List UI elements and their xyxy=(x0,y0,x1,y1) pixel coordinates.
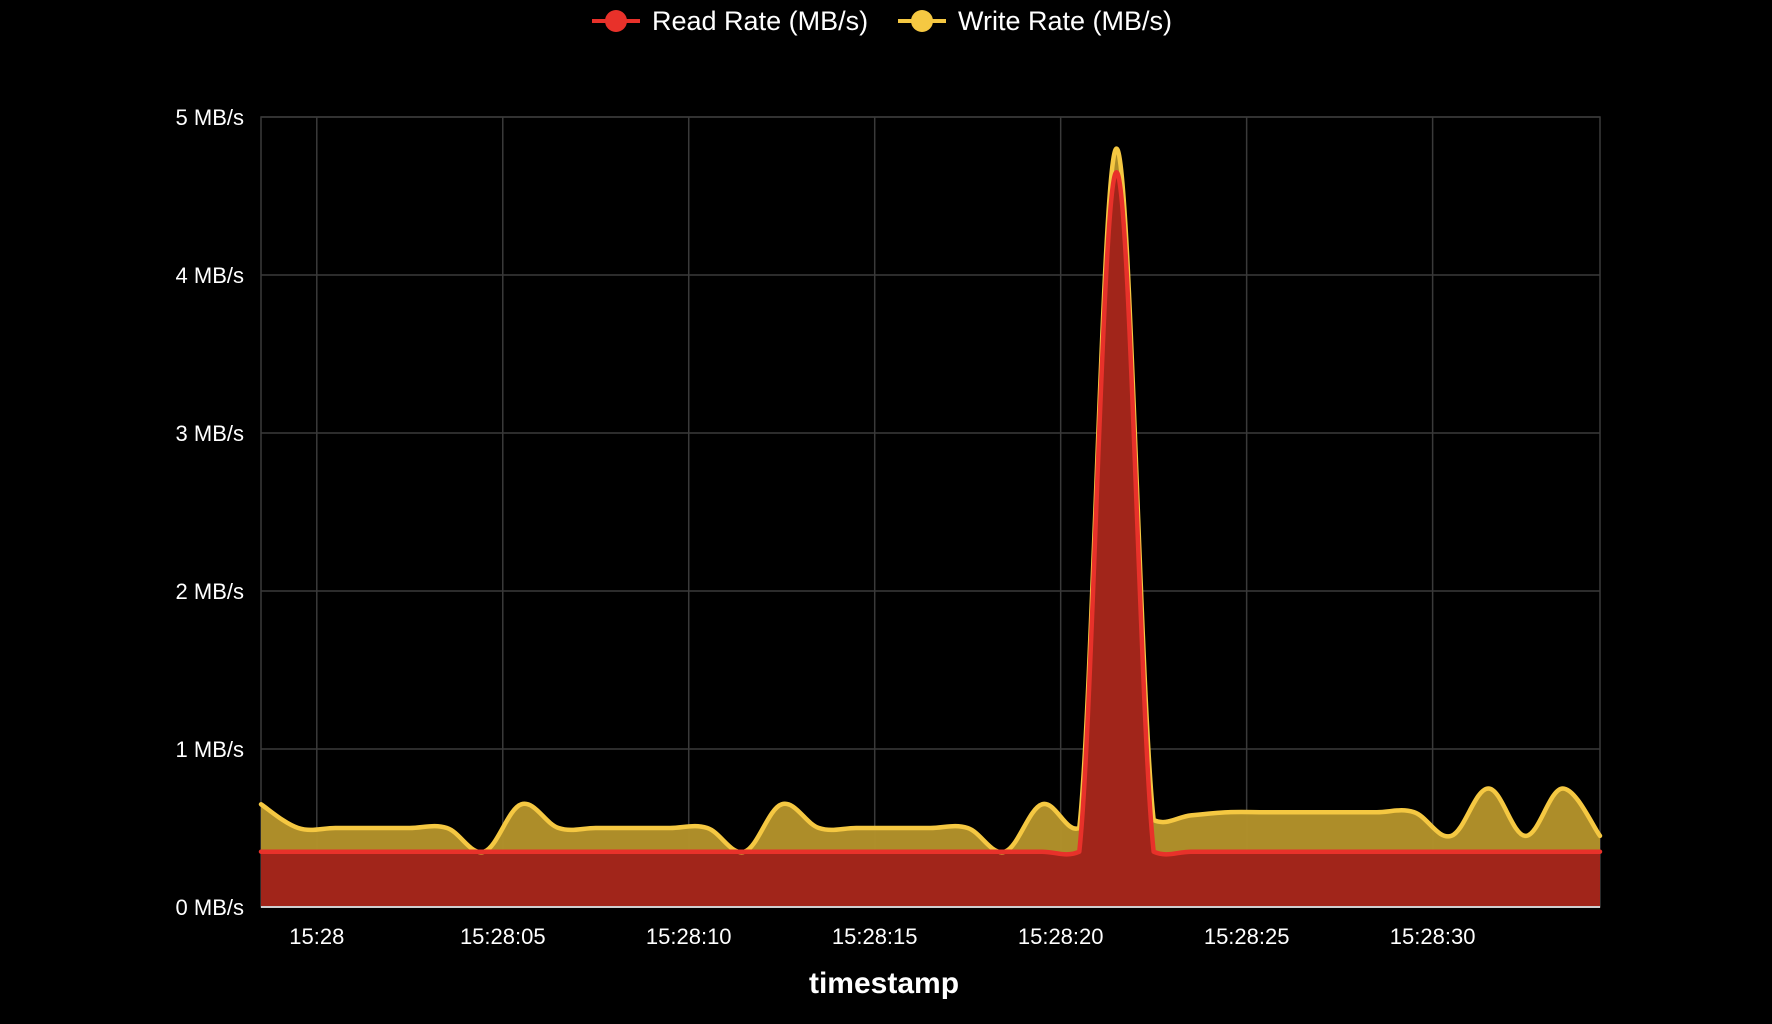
series-line-write-rate xyxy=(258,146,1603,855)
y-axis-tick-labels: 0 MB/s 1 MB/s 2 MB/s 3 MB/s 4 MB/s 5 MB/s xyxy=(176,105,244,920)
x-tick-label: 15:28:20 xyxy=(1018,924,1104,949)
series-line-read-rate xyxy=(258,170,1603,857)
y-tick-label: 1 MB/s xyxy=(176,737,244,762)
y-tick-label: 3 MB/s xyxy=(176,421,244,446)
x-tick-label: 15:28:10 xyxy=(646,924,732,949)
x-tick-label: 15:28:30 xyxy=(1390,924,1476,949)
x-tick-label: 15:28:25 xyxy=(1204,924,1290,949)
y-tick-label: 0 MB/s xyxy=(176,895,244,920)
series-areas xyxy=(261,148,1600,908)
legend-label: Read Rate (MB/s) xyxy=(652,6,868,36)
x-tick-label: 15:28 xyxy=(289,924,344,949)
legend[interactable]: Read Rate (MB/s) Write Rate (MB/s) xyxy=(592,6,1172,36)
legend-dot-marker xyxy=(605,10,627,32)
x-axis-title: timestamp xyxy=(809,967,959,1000)
legend-dot-marker xyxy=(911,10,933,32)
series-lines xyxy=(258,146,1603,857)
plot-frame xyxy=(260,116,1601,908)
legend-label: Write Rate (MB/s) xyxy=(958,6,1172,36)
x-axis-tick-labels: 15:28 15:28:05 15:28:10 15:28:15 15:28:20 15:… xyxy=(289,924,1475,949)
series-area-write-rate xyxy=(261,148,1600,907)
legend-item-write-rate[interactable]: Write Rate (MB/s) xyxy=(898,6,1172,36)
y-tick-label: 2 MB/s xyxy=(176,579,244,604)
legend-item-read-rate[interactable]: Read Rate (MB/s) xyxy=(592,6,868,36)
y-tick-label: 5 MB/s xyxy=(176,105,244,130)
x-tick-label: 15:28:05 xyxy=(460,924,546,949)
series-area-read-rate xyxy=(261,172,1600,908)
grid xyxy=(260,116,1601,908)
x-tick-label: 15:28:15 xyxy=(832,924,918,949)
y-tick-label: 4 MB/s xyxy=(176,263,244,288)
